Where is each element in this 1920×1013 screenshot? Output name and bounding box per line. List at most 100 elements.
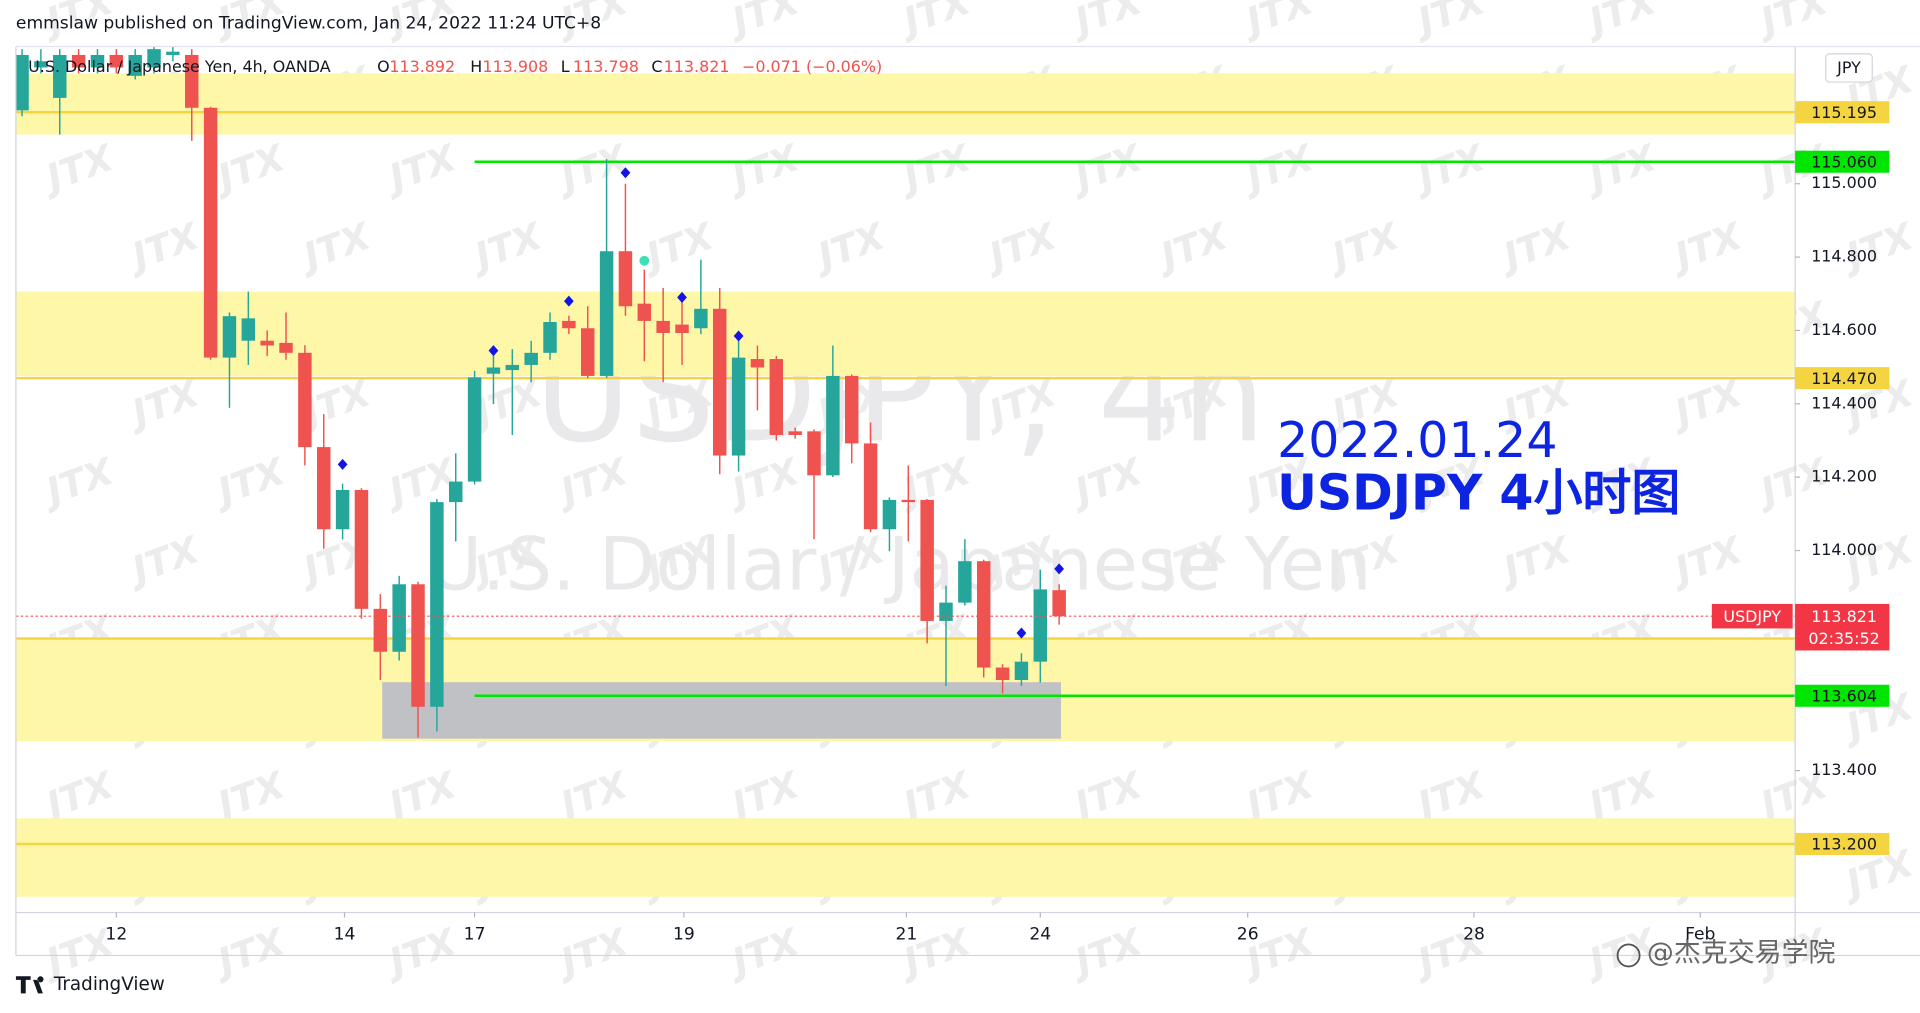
candle-body [430,502,444,707]
candle-body [1033,589,1048,662]
ohlc-key: L [561,57,570,76]
candle-body [373,608,388,652]
zone [15,73,1796,135]
candle-body [467,377,482,482]
x-tick-label: 19 [673,925,695,945]
currency-label[interactable]: JPY [1836,58,1861,77]
ohlc-key: H [470,57,482,76]
level-tag-label: 115.195 [1811,103,1877,122]
candle-body [90,54,105,68]
candle-body [844,375,859,444]
candle-body [15,54,29,111]
candle-body [241,318,256,341]
candle-body [222,316,237,358]
ohlc-value: 113.908 [482,57,548,76]
zone [15,291,1796,376]
x-tick-label: 14 [334,925,356,945]
y-tick-label: 114.000 [1811,540,1877,559]
candle-body [882,499,897,530]
candle-body [826,375,840,476]
x-tick-label: 28 [1463,925,1485,945]
candle-body [317,447,331,530]
signal-marker [337,458,348,470]
x-tick-label: 21 [896,925,918,945]
y-tick-label: 113.400 [1811,760,1877,779]
x-tick-label: 26 [1237,925,1259,945]
candle-body [976,561,991,668]
candle-body [392,584,406,652]
symbol-title: U.S. Dollar / Japanese Yen, 4h, OANDA [28,57,331,76]
candle-body [109,54,124,68]
ohlc-value: 113.821 [664,57,730,76]
candle-body [524,352,538,365]
range-box [382,682,1062,739]
level-tag-label: 115.060 [1811,152,1877,171]
level-tag [1795,832,1890,855]
level-tag [1795,367,1890,390]
candle-body [901,499,916,503]
brand-name: TradingView [53,974,165,995]
y-tick-label: 114.400 [1811,393,1877,412]
candle-body [581,328,595,376]
candle-body [185,54,199,108]
candle-body [505,364,520,371]
currency-button[interactable] [1825,53,1873,83]
price-tag [1795,603,1890,651]
candle-body [203,107,218,358]
ohlc-value: 113.892 [389,57,455,76]
candle-body [486,367,501,374]
annotation-date: 2022.01.24 [1277,412,1557,469]
candle-body [562,320,576,329]
candle-body [260,340,274,346]
candle-body [750,359,765,368]
ohlc-key: C [651,57,662,76]
candle-body [618,251,633,307]
level-tag [1795,101,1890,124]
candle-body [335,490,350,530]
level-tag [1795,150,1890,173]
name-watermark: U.S. Dollar / Japanese Yen [428,523,1371,608]
candle-body [71,54,86,68]
symbol-tag-label: USDJPY [1723,607,1781,626]
credit-icon [1616,943,1641,968]
price-tag-value: 113.821 [1811,607,1877,626]
candle-body [769,359,784,435]
plot-area [15,46,1796,897]
candle-body [411,584,425,707]
candle-body [543,322,557,353]
candle-body [34,61,48,68]
brand-logo [15,976,44,994]
ohlc-key: O [377,57,390,76]
candle-body [920,499,934,621]
candle-body [694,308,708,329]
candle-body [279,342,293,353]
candle-body [53,54,67,98]
y-tick-label: 114.800 [1811,247,1877,266]
level-tag-label: 113.604 [1811,687,1877,706]
candle-body [958,561,972,603]
annotation-title: USDJPY 4小时图 [1277,465,1680,522]
level-tag-label: 114.470 [1811,369,1877,388]
signal-marker [677,291,687,303]
candle-body [656,320,670,334]
y-tick-label: 114.600 [1811,320,1877,339]
candle-body [1052,590,1066,617]
candle-body [807,431,821,476]
level-tag [1795,684,1890,707]
candle-body [147,49,161,68]
ohlc-change: −0.071 (−0.06%) [742,57,882,76]
price-tag-countdown: 02:35:52 [1808,629,1879,648]
signal-marker [620,167,631,179]
candle-body [939,602,953,621]
y-tick-label: 115.000 [1811,173,1877,192]
alert-marker [639,255,650,266]
ohlc-value: 113.798 [573,57,639,76]
candle-body [731,357,746,456]
x-tick-label: 17 [464,925,486,945]
published-line: emmslaw published on TradingView.com, Ja… [16,13,601,33]
signal-marker [733,330,744,342]
candle-body [166,51,180,55]
x-tick-label: 12 [105,925,127,945]
candle-body [637,303,652,321]
